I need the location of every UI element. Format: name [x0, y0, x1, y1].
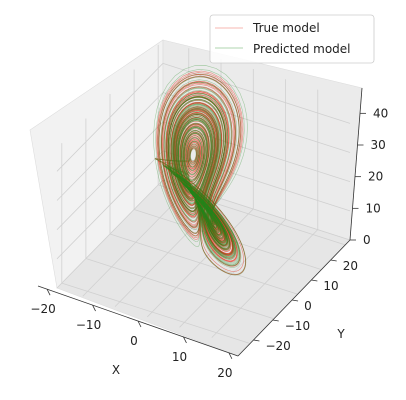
- y-tick-2: [292, 299, 299, 302]
- x-tick-3: [183, 336, 187, 344]
- x-tick-2: [137, 320, 142, 328]
- series-1-trajectory-segment-2: [155, 86, 246, 275]
- y-tick-label-0: −20: [265, 339, 290, 353]
- series-1-trajectory-segment-9: [158, 76, 240, 258]
- series-1-trajectory-segment-1: [155, 69, 245, 265]
- grid-z-left-1: [56, 150, 164, 260]
- grid-y-floor-2: [146, 208, 254, 318]
- series-1-trajectory-segment-0: [161, 81, 240, 266]
- series-1-trajectory-segment-5: [157, 73, 242, 257]
- series-1-trajectory-segment-3: [160, 79, 241, 266]
- y-tick-4: [330, 259, 337, 262]
- grid-z-right-2: [162, 121, 351, 183]
- series-1-trajectory-segment-8: [158, 76, 240, 264]
- x-tick-0: [46, 289, 51, 296]
- legend-label-true-model: True model: [252, 21, 320, 35]
- series-1-trajectory-segment-4: [164, 87, 239, 264]
- grid-y-floor-4: [211, 229, 319, 338]
- x-tick-1: [92, 304, 96, 312]
- grid-z-left-4: [56, 63, 164, 172]
- legend: True model Predicted model: [209, 14, 375, 64]
- z-tick-label-4: 40: [373, 106, 388, 120]
- z-tick-label-2: 20: [368, 170, 383, 184]
- grid-z-left-2: [56, 121, 164, 230]
- y-tick-label-1: −10: [285, 319, 310, 333]
- x-axis-label: X: [112, 363, 120, 377]
- grid-z-left-0: [56, 179, 164, 289]
- y-tick-3: [311, 279, 318, 282]
- y-tick-label-2: 0: [304, 299, 312, 313]
- z-tick-label-0: 0: [363, 233, 371, 247]
- grid-x-floor-2: [109, 233, 298, 295]
- grid-y-floor-0: [82, 187, 190, 297]
- x-tick-4: [228, 352, 233, 359]
- legend-label-predicted-model: Predicted model: [253, 42, 351, 56]
- grid-y-floor-3: [179, 219, 286, 328]
- z-tick-label-1: 10: [366, 201, 381, 215]
- x-tick-label-4: 20: [217, 366, 232, 380]
- y-tick-label-4: 20: [343, 259, 358, 273]
- grid-x-floor-3: [85, 258, 274, 319]
- grid-z-left-3: [56, 92, 164, 201]
- x-tick-label-2: 0: [130, 334, 138, 348]
- series-1-trajectory-segment-7: [153, 65, 248, 276]
- legend-box: [209, 14, 375, 64]
- z-tick-label-3: 30: [371, 138, 386, 152]
- series-0-trajectory-segment-10: [157, 74, 242, 255]
- series-1-trajectory-segment-10: [162, 87, 242, 268]
- y-tick-0: [253, 339, 260, 342]
- y-axis-line: [237, 239, 351, 357]
- ticks: −20 −10 0 10 20 −20 −10 0 10 20 0 10 20 30 40: [30, 106, 388, 379]
- x-tick-label-0: −20: [30, 302, 55, 316]
- grid-x-floor-4: [61, 282, 249, 344]
- x-tick-label-3: 10: [172, 350, 187, 364]
- trajectories: [153, 65, 248, 276]
- y-tick-label-3: 10: [323, 279, 338, 293]
- x-tick-label-1: −10: [76, 318, 101, 332]
- series-1-trajectory-segment-6: [163, 95, 241, 267]
- y-axis-label: Y: [336, 327, 345, 341]
- y-tick-1: [272, 319, 279, 322]
